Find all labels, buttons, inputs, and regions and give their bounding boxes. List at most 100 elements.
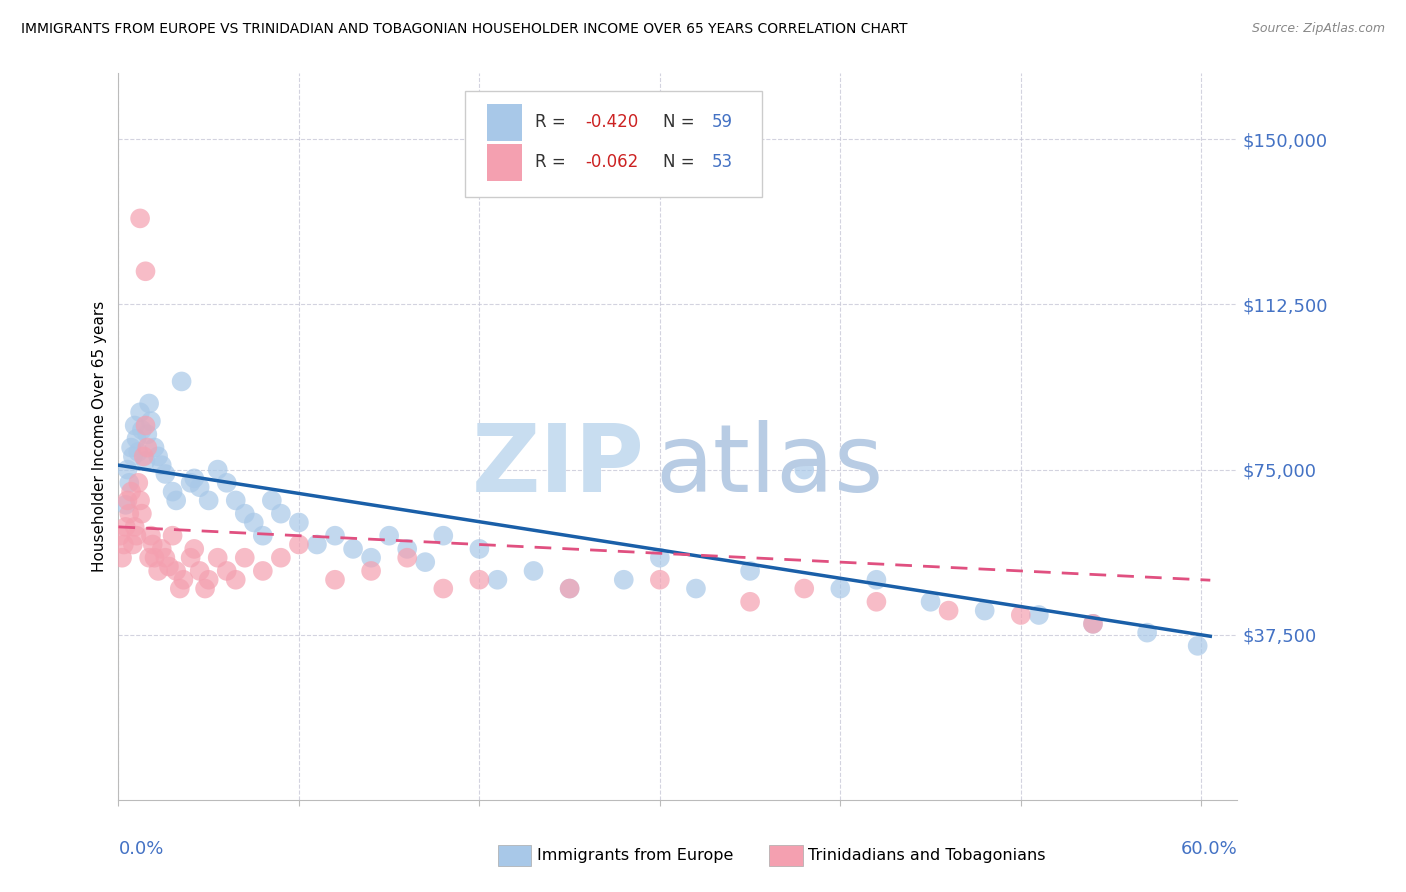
Text: atlas: atlas: [655, 419, 884, 512]
Point: [225, 493, 247, 508]
Point: [252, 529, 274, 543]
Point: [134, 264, 156, 278]
Point: [1187, 639, 1209, 653]
Point: [125, 529, 148, 543]
Point: [215, 475, 238, 490]
Point: [129, 493, 152, 508]
Point: [323, 573, 346, 587]
Point: [134, 418, 156, 433]
Text: -0.062: -0.062: [585, 153, 638, 171]
Point: [183, 471, 205, 485]
Point: [288, 516, 311, 530]
Point: [162, 529, 184, 543]
Point: [413, 555, 436, 569]
Point: [432, 529, 454, 543]
Text: N =: N =: [664, 113, 700, 131]
Point: [207, 550, 229, 565]
Point: [118, 475, 141, 490]
Point: [648, 550, 671, 565]
Point: [1136, 625, 1159, 640]
FancyBboxPatch shape: [465, 91, 762, 196]
Text: Source: ZipAtlas.com: Source: ZipAtlas.com: [1251, 22, 1385, 36]
Point: [114, 498, 136, 512]
Point: [225, 573, 247, 587]
Text: 60.0%: 60.0%: [1181, 840, 1237, 858]
Point: [136, 427, 159, 442]
FancyBboxPatch shape: [486, 145, 523, 180]
Point: [122, 450, 145, 464]
Point: [120, 441, 142, 455]
Point: [468, 573, 491, 587]
Point: [114, 520, 136, 534]
Point: [197, 573, 219, 587]
Point: [793, 582, 815, 596]
Point: [360, 564, 382, 578]
Point: [139, 414, 162, 428]
Point: [973, 604, 995, 618]
Point: [360, 550, 382, 565]
Point: [118, 507, 141, 521]
Point: [288, 537, 311, 551]
Point: [830, 582, 852, 596]
Text: 53: 53: [711, 153, 733, 171]
Point: [938, 604, 960, 618]
Point: [432, 582, 454, 596]
Point: [558, 582, 581, 596]
Point: [215, 564, 238, 578]
Point: [342, 541, 364, 556]
Point: [138, 396, 160, 410]
Point: [127, 445, 149, 459]
Point: [194, 582, 217, 596]
Text: R =: R =: [534, 153, 571, 171]
Point: [169, 582, 191, 596]
Point: [136, 441, 159, 455]
Point: [132, 450, 155, 464]
Point: [1010, 607, 1032, 622]
Point: [188, 564, 211, 578]
Point: [793, 462, 815, 476]
Text: 0.0%: 0.0%: [118, 840, 165, 858]
Y-axis label: Householder Income Over 65 years: Householder Income Over 65 years: [93, 301, 107, 572]
Point: [165, 564, 187, 578]
Text: -0.420: -0.420: [585, 113, 638, 131]
FancyBboxPatch shape: [486, 104, 523, 141]
Point: [270, 550, 292, 565]
Point: [396, 550, 419, 565]
Point: [685, 582, 707, 596]
Point: [142, 537, 165, 551]
Point: [233, 507, 256, 521]
Point: [486, 573, 509, 587]
Point: [138, 550, 160, 565]
Point: [146, 564, 169, 578]
Point: [522, 564, 544, 578]
Point: [920, 595, 942, 609]
Point: [143, 441, 166, 455]
Text: Trinidadians and Tobagonians: Trinidadians and Tobagonians: [808, 848, 1046, 863]
Point: [1081, 616, 1104, 631]
Point: [305, 537, 328, 551]
Point: [110, 529, 132, 543]
Point: [117, 462, 139, 476]
Point: [131, 423, 153, 437]
Point: [558, 582, 581, 596]
Point: [150, 541, 173, 556]
Point: [150, 458, 173, 472]
Point: [157, 559, 180, 574]
Point: [120, 484, 142, 499]
Point: [170, 375, 193, 389]
Point: [127, 475, 149, 490]
Point: [252, 564, 274, 578]
Point: [207, 462, 229, 476]
Point: [183, 541, 205, 556]
Point: [155, 467, 177, 481]
Point: [396, 541, 419, 556]
Point: [139, 529, 162, 543]
Point: [162, 484, 184, 499]
Point: [125, 432, 148, 446]
Point: [233, 550, 256, 565]
Point: [738, 564, 761, 578]
Point: [129, 405, 152, 419]
Point: [124, 418, 146, 433]
Point: [131, 507, 153, 521]
Point: [165, 493, 187, 508]
